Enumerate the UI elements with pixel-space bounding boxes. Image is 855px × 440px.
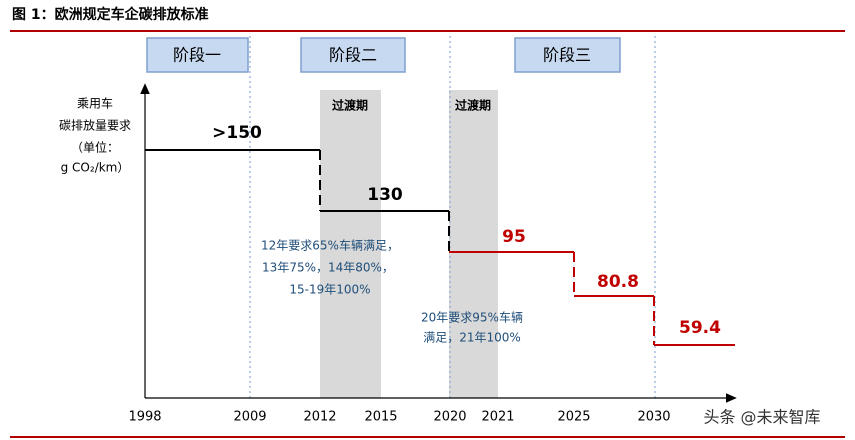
note-line: 15-19年100% xyxy=(289,283,370,297)
y-axis-label: 碳排放量要求 xyxy=(59,118,131,133)
step-label: >150 xyxy=(212,123,262,143)
transition-label: 过渡期 xyxy=(332,98,368,113)
step-label: 130 xyxy=(367,185,403,205)
watermark: 头条 @未来智库 xyxy=(703,408,820,427)
transition-band xyxy=(449,90,498,398)
y-axis-label: g CO₂/km） xyxy=(61,161,130,175)
x-label: 2012 xyxy=(303,410,336,425)
y-axis-label: 乘用车 xyxy=(77,96,113,111)
note-line: 满足，21年100% xyxy=(423,331,521,345)
transition-band xyxy=(320,90,381,398)
x-label: 2021 xyxy=(481,410,514,425)
x-label: 1998 xyxy=(128,410,161,425)
step-label: 80.8 xyxy=(597,272,639,292)
x-label: 2020 xyxy=(433,410,466,425)
x-label: 2009 xyxy=(233,410,266,425)
x-label: 2030 xyxy=(637,410,670,425)
title: 图 1：欧洲规定车企碳排放标准 xyxy=(12,6,209,23)
phase-label: 阶段一 xyxy=(173,46,221,65)
phase-box xyxy=(300,37,406,73)
x-label: 2015 xyxy=(364,410,397,425)
step-label: 59.4 xyxy=(679,318,721,338)
y-axis-label: （单位： xyxy=(71,140,119,155)
note-line: 13年75%，14年80%， xyxy=(262,261,394,275)
note-line: 12年要求65%车辆满足， xyxy=(261,238,399,253)
note-line: 20年要求95%车辆 xyxy=(421,310,523,325)
step-label: 95 xyxy=(502,227,526,247)
phase-label: 阶段二 xyxy=(329,46,377,65)
phase-box xyxy=(146,37,249,73)
phase-box xyxy=(514,37,621,73)
phase-label: 阶段三 xyxy=(543,46,591,65)
transition-label: 过渡期 xyxy=(455,98,491,113)
x-label: 2025 xyxy=(557,410,590,425)
